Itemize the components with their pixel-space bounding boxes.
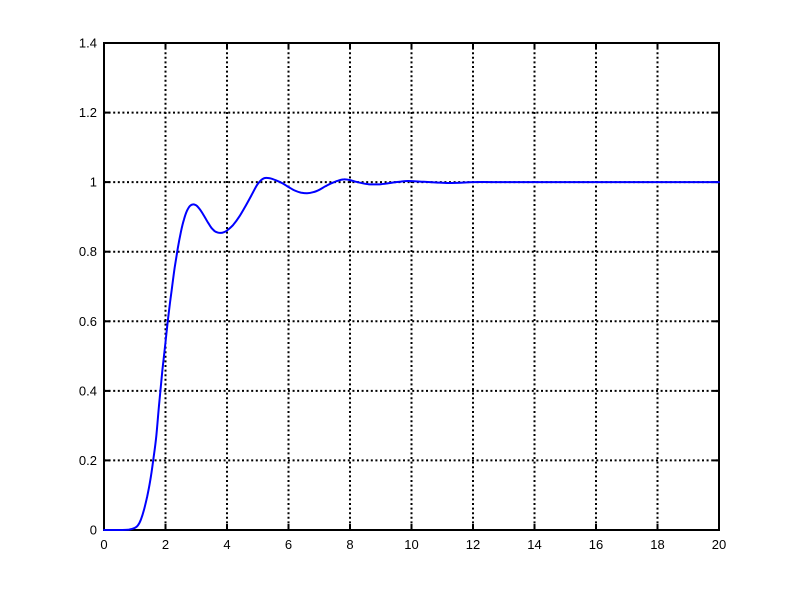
x-tick-label: 6 [285,537,292,552]
x-tick-label: 10 [404,537,418,552]
axis-box [103,42,720,531]
x-tick-label: 20 [712,537,726,552]
x-tick-label: 18 [650,537,664,552]
series-step-response-line [103,176,720,532]
x-tick-label: 2 [162,537,169,552]
y-tick-label: 1 [90,175,97,190]
x-tick-label: 16 [589,537,603,552]
y-tick-label: 1.4 [79,36,97,51]
x-tick-label: 4 [223,537,230,552]
x-tick-label: 0 [100,537,107,552]
y-tick-label: 0 [90,523,97,538]
y-tick-label: 0.4 [79,383,97,398]
y-tick-label: 1.2 [79,105,97,120]
y-tick-label: 0.2 [79,453,97,468]
x-tick-label: 8 [346,537,353,552]
y-tick-label: 0.8 [79,244,97,259]
plot-area [104,43,719,530]
x-tick-label: 14 [527,537,541,552]
x-tick-label: 12 [466,537,480,552]
y-tick-label: 0.6 [79,314,97,329]
